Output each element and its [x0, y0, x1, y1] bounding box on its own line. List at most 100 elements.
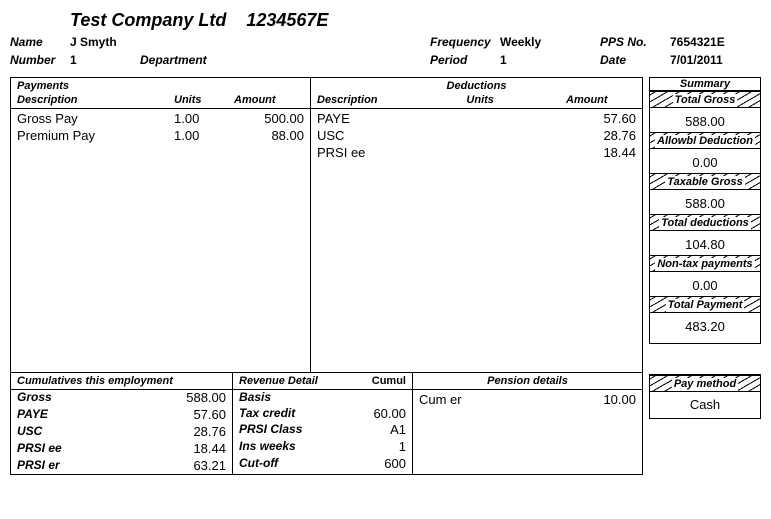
summary-value: 104.80	[650, 231, 760, 255]
payment-units: 1.00	[174, 128, 234, 145]
deductions-rows: PAYE 57.60 USC 28.76 PRSI ee 18.44	[311, 109, 642, 164]
deductions-cols: Description Units Amount	[311, 94, 642, 109]
revenue-heading: Revenue Detail	[239, 375, 356, 387]
summary-label: Total Payment	[650, 296, 760, 313]
period-value: 1	[500, 53, 600, 67]
revenue-key: Cut-off	[239, 456, 346, 473]
col-description: Description	[17, 94, 174, 106]
cumulative-key: PAYE	[17, 407, 166, 424]
header-row-2: Number 1 Department Period 1 Date 7/01/2…	[10, 53, 761, 67]
deduction-row: PRSI ee 18.44	[317, 145, 636, 162]
payment-amount: 88.00	[234, 128, 304, 145]
summary-value: 483.20	[650, 313, 760, 337]
revenue-rows: BasisTax credit60.00PRSI ClassA1Ins week…	[233, 390, 412, 473]
revenue-value: 600	[346, 456, 406, 473]
summary-value: 0.00	[650, 149, 760, 173]
payments-heading: Payments	[11, 78, 310, 94]
date-value: 7/01/2011	[670, 53, 723, 67]
summary-value: 588.00	[650, 190, 760, 214]
payment-desc: Gross Pay	[17, 111, 174, 128]
deduction-desc: PRSI ee	[317, 145, 466, 162]
deduction-amount: 28.76	[566, 128, 636, 145]
summary-value: 0.00	[650, 272, 760, 296]
summary-label: Non-tax payments	[650, 255, 760, 272]
summary-items: Total Gross588.00Allowbl Deduction0.00Ta…	[650, 91, 760, 337]
summary-heading: Summary	[650, 78, 760, 91]
period-label: Period	[430, 53, 500, 67]
number-label: Number	[10, 53, 70, 67]
payment-row: Gross Pay1.00500.00	[17, 111, 304, 128]
date-label: Date	[600, 53, 670, 67]
cumulative-key: Gross	[17, 390, 166, 407]
company-name: Test Company Ltd	[70, 10, 226, 30]
cumulatives-section: Cumulatives this employment Gross588.00P…	[11, 373, 233, 474]
cumulative-key: PRSI er	[17, 458, 166, 475]
deduction-units	[466, 145, 566, 162]
col-description: Description	[317, 94, 466, 106]
pension-section: Pension details Cum er10.00	[413, 373, 642, 474]
cumulative-value: 57.60	[166, 407, 226, 424]
summary-label: Total deductions	[650, 214, 760, 231]
revenue-value: A1	[346, 422, 406, 439]
department-label: Department	[140, 53, 430, 67]
cumulatives-rows: Gross588.00PAYE57.60USC28.76PRSI ee18.44…	[11, 390, 232, 474]
cumulative-key: USC	[17, 424, 166, 441]
cumul-label: Cumul	[356, 375, 406, 387]
summary-box: Summary Total Gross588.00Allowbl Deducti…	[649, 77, 761, 344]
deduction-row: PAYE 57.60	[317, 111, 636, 128]
revenue-row: PRSI ClassA1	[233, 422, 412, 439]
revenue-row: Tax credit60.00	[233, 406, 412, 423]
col-units: Units	[174, 94, 234, 106]
revenue-key: Ins weeks	[239, 439, 346, 456]
summary-value: 588.00	[650, 108, 760, 132]
revenue-value: 60.00	[346, 406, 406, 423]
cumulative-row: PRSI ee18.44	[11, 441, 232, 458]
revenue-key: Basis	[239, 390, 346, 406]
summary-label: Allowbl Deduction	[650, 132, 760, 149]
pension-value: 10.00	[566, 392, 636, 407]
cumulative-value: 18.44	[166, 441, 226, 458]
paymethod-box: Pay method Cash	[649, 374, 761, 419]
summary-label: Total Gross	[650, 91, 760, 108]
pension-row: Cum er10.00	[419, 392, 636, 407]
header-row-1: Name J Smyth Frequency Weekly PPS No. 76…	[10, 35, 761, 49]
deductions-section: Deductions Description Units Amount PAYE…	[311, 78, 642, 372]
name-label: Name	[10, 35, 70, 49]
cumulative-key: PRSI ee	[17, 441, 166, 458]
number-value: 1	[70, 53, 140, 67]
col-amount: Amount	[566, 94, 636, 106]
revenue-section: Revenue Detail Cumul BasisTax credit60.0…	[233, 373, 413, 474]
summary-label: Taxable Gross	[650, 173, 760, 190]
col-units: Units	[466, 94, 566, 106]
company-header: Test Company Ltd 1234567E	[70, 10, 761, 31]
deduction-desc: USC	[317, 128, 466, 145]
frequency-label: Frequency	[430, 35, 500, 49]
cumulative-value: 63.21	[166, 458, 226, 475]
cumulative-row: PAYE57.60	[11, 407, 232, 424]
revenue-key: PRSI Class	[239, 422, 346, 439]
deduction-amount: 57.60	[566, 111, 636, 128]
col-amount: Amount	[234, 94, 304, 106]
bottom-detail-box: Cumulatives this employment Gross588.00P…	[10, 373, 643, 475]
payments-cols: Description Units Amount	[11, 94, 310, 109]
pps-label: PPS No.	[600, 35, 670, 49]
revenue-value: 1	[346, 439, 406, 456]
deduction-units	[466, 128, 566, 145]
frequency-value: Weekly	[500, 35, 600, 49]
payments-rows: Gross Pay1.00500.00Premium Pay1.0088.00	[11, 109, 310, 147]
deduction-amount: 18.44	[566, 145, 636, 162]
payment-units: 1.00	[174, 111, 234, 128]
deduction-row: USC 28.76	[317, 128, 636, 145]
cumulative-row: USC28.76	[11, 424, 232, 441]
cumulative-row: Gross588.00	[11, 390, 232, 407]
payments-deductions-box: Payments Description Units Amount Gross …	[10, 77, 643, 373]
revenue-row: Basis	[233, 390, 412, 406]
revenue-row: Cut-off600	[233, 456, 412, 473]
cumulative-value: 588.00	[166, 390, 226, 407]
deduction-desc: PAYE	[317, 111, 466, 128]
company-code: 1234567E	[246, 10, 328, 30]
payment-amount: 500.00	[234, 111, 304, 128]
paymethod-label: Pay method	[650, 375, 760, 392]
pension-heading: Pension details	[413, 373, 642, 390]
paymethod-value: Cash	[650, 392, 760, 418]
